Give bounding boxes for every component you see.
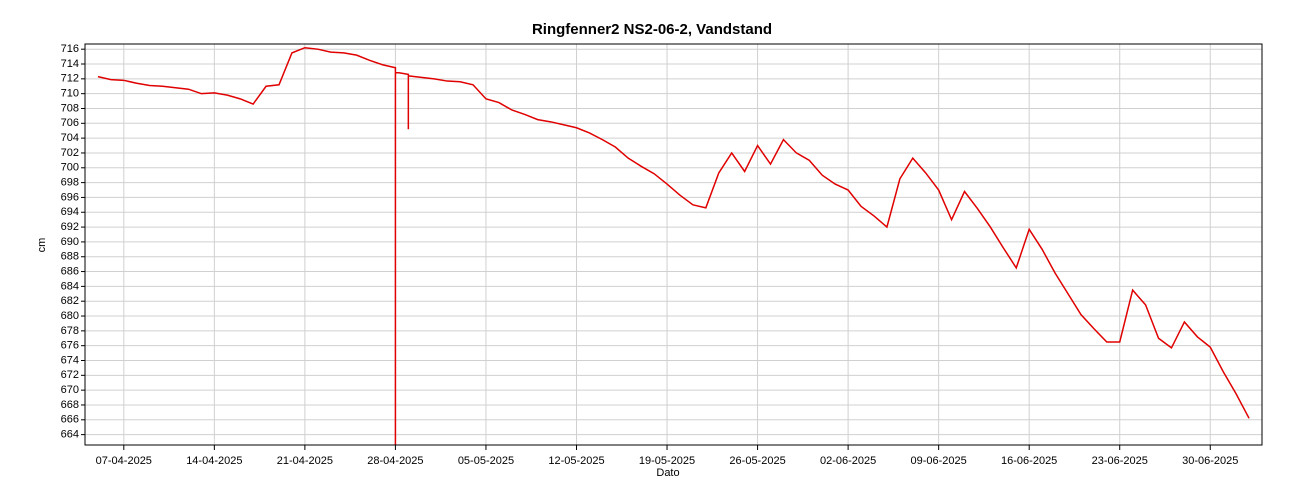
y-tick-label: 684 (61, 280, 79, 292)
y-tick-label: 702 (61, 147, 79, 159)
x-tick-label: 07-04-2025 (96, 455, 152, 467)
x-axis-label: Dato (656, 467, 679, 479)
y-tick-label: 670 (61, 384, 79, 396)
y-tick-label: 664 (61, 429, 79, 441)
y-tick-label: 672 (61, 369, 79, 381)
y-tick-label: 694 (61, 206, 79, 218)
x-tick-label: 30-06-2025 (1182, 455, 1238, 467)
y-tick-label: 666 (61, 414, 79, 426)
chart-title: Ringfenner2 NS2-06-2, Vandstand (532, 21, 772, 38)
x-tick-label: 05-05-2025 (458, 455, 514, 467)
x-tick-label: 26-05-2025 (729, 455, 785, 467)
x-tick-label: 12-05-2025 (548, 455, 604, 467)
y-tick-label: 714 (61, 58, 79, 70)
y-tick-label: 676 (61, 340, 79, 352)
x-tick-label: 14-04-2025 (186, 455, 242, 467)
y-tick-label: 680 (61, 310, 79, 322)
y-tick-label: 710 (61, 88, 79, 100)
y-tick-label: 674 (61, 354, 79, 366)
y-tick-label: 696 (61, 191, 79, 203)
x-tick-label: 09-06-2025 (911, 455, 967, 467)
y-tick-label: 690 (61, 236, 79, 248)
x-tick-label: 19-05-2025 (639, 455, 695, 467)
y-tick-label: 716 (61, 43, 79, 55)
x-tick-label: 23-06-2025 (1092, 455, 1148, 467)
x-tick-label: 02-06-2025 (820, 455, 876, 467)
data-line (97, 46, 1250, 445)
y-tick-label: 712 (61, 73, 79, 85)
y-tick-label: 678 (61, 325, 79, 337)
y-tick-label: 704 (61, 132, 79, 144)
x-tick-label: 21-04-2025 (277, 455, 333, 467)
y-tick-label: 692 (61, 221, 79, 233)
y-tick-label: 686 (61, 265, 79, 277)
y-tick-label: 688 (61, 251, 79, 263)
x-tick-label: 16-06-2025 (1001, 455, 1057, 467)
y-tick-label: 668 (61, 399, 79, 411)
y-tick-label: 700 (61, 162, 79, 174)
y-tick-label: 698 (61, 177, 79, 189)
y-tick-label: 706 (61, 117, 79, 129)
y-tick-label: 682 (61, 295, 79, 307)
x-tick-label: 28-04-2025 (367, 455, 423, 467)
y-axis-label: cm (36, 238, 48, 253)
plot-frame (84, 43, 1263, 446)
y-tick-label: 708 (61, 102, 79, 114)
